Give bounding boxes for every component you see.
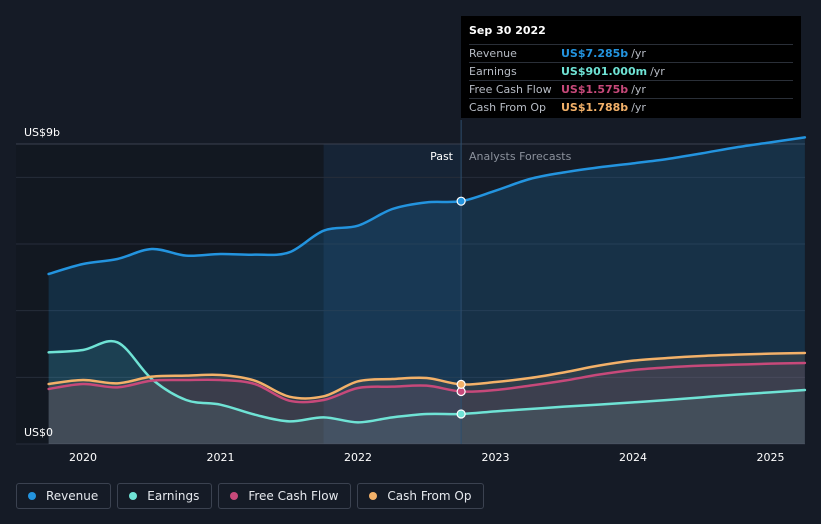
legend-label: Cash From Op: [387, 489, 472, 503]
revenue-dot-icon: [28, 492, 36, 500]
tooltip-unit: /yr: [631, 47, 646, 60]
x-axis-ticks: 2020 2021 2022 2023 2024 2025: [69, 451, 785, 464]
free-cash-flow-area: [48, 363, 805, 444]
tooltip-row-free-cash-flow: Free Cash Flow US$1.575b /yr: [469, 80, 793, 98]
legend-label: Revenue: [46, 489, 99, 503]
legend-item-revenue[interactable]: Revenue: [16, 483, 112, 509]
tooltip-unit: /yr: [631, 83, 646, 96]
x-tick-label: 2021: [207, 451, 235, 464]
series-lines: [47, 136, 807, 424]
tooltip-label: Cash From Op: [469, 101, 547, 114]
tooltip-value: US$1.575b: [561, 83, 629, 96]
x-tick-label: 2023: [482, 451, 510, 464]
tooltip-row-revenue: Revenue US$7.285b /yr: [469, 44, 793, 62]
recent-past-highlight: [323, 144, 462, 444]
x-tick-label: 2022: [344, 451, 372, 464]
earnings-line: [47, 339, 807, 424]
revenue-area: [48, 137, 805, 445]
tooltip: Sep 30 2022 Revenue US$7.285b /yr Earnin…: [461, 16, 801, 118]
cash-from-op-line: [47, 351, 807, 400]
tooltip-label: Free Cash Flow: [469, 83, 552, 96]
past-label: Past: [430, 150, 454, 163]
cash-from-op-area: [48, 353, 805, 444]
tooltip-value: US$901.000m: [561, 65, 648, 78]
tooltip-unit: /yr: [631, 101, 646, 114]
legend-item-cash-from-op[interactable]: Cash From Op: [357, 483, 485, 509]
tooltip-row-cash-from-op: Cash From Op US$1.788b /yr: [469, 98, 793, 116]
tooltip-label: Earnings: [469, 65, 517, 78]
cash-from-op-marker: [456, 379, 466, 389]
legend: Revenue Earnings Free Cash Flow Cash Fro…: [16, 483, 485, 509]
legend-label: Free Cash Flow: [248, 489, 339, 503]
x-tick-label: 2024: [619, 451, 647, 464]
revenue-line: [47, 136, 807, 276]
free-cash-flow-dot-icon: [230, 492, 239, 500]
tooltip-date: Sep 30 2022: [469, 24, 546, 37]
earnings-area: [48, 341, 805, 444]
earnings-marker: [456, 409, 466, 419]
x-tick-label: 2025: [757, 451, 785, 464]
legend-item-free-cash-flow[interactable]: Free Cash Flow: [218, 483, 352, 509]
forecast-label: Analysts Forecasts: [469, 150, 572, 163]
y-axis-top-label: US$9b: [24, 126, 60, 139]
legend-item-earnings[interactable]: Earnings: [117, 483, 213, 509]
tooltip-unit: /yr: [650, 65, 665, 78]
tooltip-row-earnings: Earnings US$901.000m /yr: [469, 62, 793, 80]
tooltip-markers: [456, 196, 466, 419]
earnings-dot-icon: [129, 492, 138, 500]
tooltip-value: US$1.788b: [561, 101, 629, 114]
y-axis-bottom-label: US$0: [24, 426, 53, 439]
tooltip-value: US$7.285b: [561, 47, 629, 60]
legend-label: Earnings: [147, 489, 200, 503]
revenue-marker: [456, 196, 466, 206]
free-cash-flow-line: [47, 361, 807, 404]
cash-from-op-dot-icon: [369, 492, 378, 500]
x-tick-label: 2020: [69, 451, 97, 464]
series-areas: [48, 137, 805, 445]
tooltip-label: Revenue: [469, 47, 517, 60]
